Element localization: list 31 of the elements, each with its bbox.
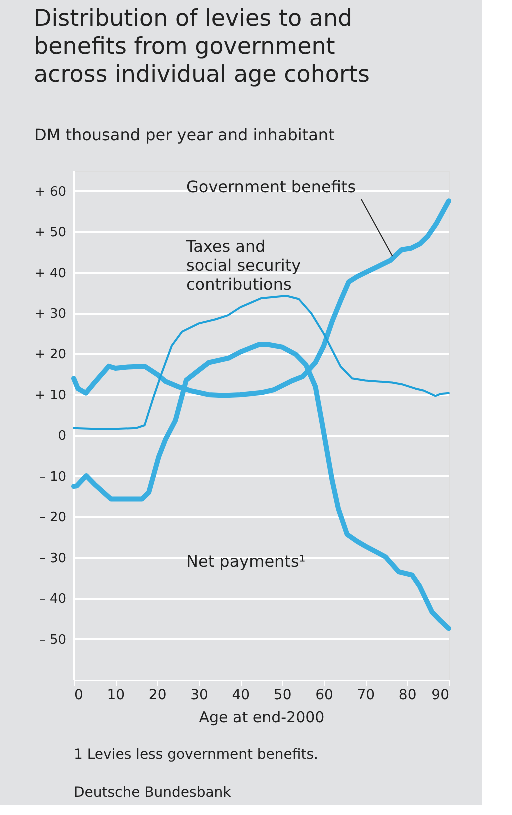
- y-tick-label: – 20: [39, 510, 66, 526]
- y-tick-label: – 10: [39, 470, 66, 485]
- y-axis-title: DM thousand per year and inhabitant: [34, 126, 335, 144]
- line-series: [73, 295, 450, 430]
- text: Deutsche Bundesbank: [74, 785, 232, 801]
- x-tick-label: 10: [107, 688, 126, 704]
- x-tick-label: 80: [398, 688, 417, 704]
- x-tick-label: 40: [232, 688, 250, 704]
- y-tick-label: + 10: [34, 388, 66, 404]
- y-tick-label: + 30: [34, 307, 66, 322]
- x-axis-title: Age at end-2000: [199, 708, 325, 726]
- text: 1 Levies less government benefits.: [74, 747, 318, 763]
- text: Government benefits: [186, 177, 356, 196]
- y-tick-label: – 40: [39, 592, 66, 608]
- x-tick-label: 0: [74, 688, 84, 704]
- y-tick-label: + 50: [34, 226, 66, 241]
- x-tick-label: 90: [432, 688, 450, 704]
- x-tick-label: 70: [357, 688, 376, 704]
- y-tick-label: + 60: [34, 184, 66, 200]
- y-tick-label: – 30: [39, 551, 66, 566]
- x-tick-label: 50: [274, 688, 292, 704]
- x-tick-label: 20: [148, 688, 167, 704]
- series-label: Taxes and social security contributions: [186, 237, 302, 294]
- x-tick-label: 30: [190, 688, 208, 704]
- x-tick-label: 60: [316, 688, 334, 704]
- y-tick-label: – 50: [39, 632, 66, 648]
- y-tick-label: + 20: [34, 348, 66, 363]
- text: Net payments¹: [186, 552, 306, 571]
- y-tick-label: 0: [58, 429, 66, 444]
- chart-title: Distribution of levies to and benefits from government across individual age cohorts: [34, 6, 370, 88]
- y-tick-label: + 40: [34, 266, 66, 282]
